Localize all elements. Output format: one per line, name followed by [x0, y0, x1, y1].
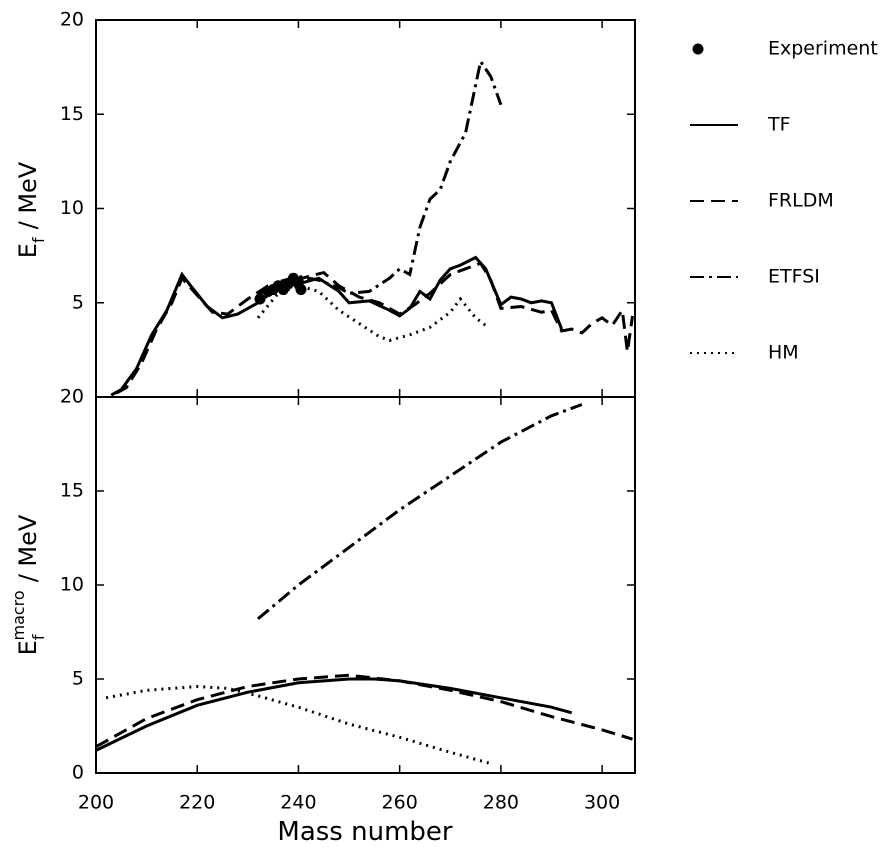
x-tick-label: 220	[179, 792, 215, 814]
x-tick-label: 280	[483, 792, 519, 814]
series-line	[95, 673, 633, 749]
series-line	[115, 261, 634, 395]
y-label-sub: f	[29, 237, 48, 243]
y-label-main: E	[14, 243, 42, 258]
legend-label: Experiment	[768, 38, 878, 60]
legend-label: HM	[768, 342, 799, 364]
legend-label: FRLDM	[768, 190, 834, 212]
y-label-sup: macro	[9, 590, 28, 640]
legend-label: ETFSI	[768, 266, 820, 288]
series-line	[95, 677, 573, 752]
series-line	[110, 255, 564, 397]
y-tick-label: 0	[72, 762, 84, 784]
x-tick-label: 240	[280, 792, 316, 814]
x-tick-label: 300	[584, 792, 620, 814]
y-axis-label: Efmacro / MeV	[9, 514, 48, 655]
y-tick-label: 5	[72, 291, 84, 313]
data-point	[295, 284, 307, 296]
series-line	[256, 284, 487, 342]
series-line	[257, 57, 503, 297]
y-tick-label: 10	[60, 574, 84, 596]
y-tick-label: 20	[60, 9, 84, 31]
y-tick-label: 20	[60, 386, 84, 408]
x-axis-label: Mass number	[277, 817, 453, 847]
y-axis-label: Ef / MeV	[14, 161, 48, 258]
y-tick-label: 15	[60, 480, 84, 502]
y-label-main: E	[14, 640, 42, 655]
series-line	[105, 684, 492, 766]
y-label-unit: / MeV	[14, 514, 42, 582]
y-tick-label: 10	[60, 197, 84, 219]
y-label-unit: / MeV	[14, 161, 42, 229]
plot-frame	[95, 19, 636, 398]
legend-marker	[692, 43, 704, 55]
y-label-sub: f	[29, 634, 48, 640]
y-tick-label: 5	[72, 668, 84, 690]
x-tick-label: 200	[78, 792, 114, 814]
x-tick-label: 260	[382, 792, 418, 814]
series-line	[257, 403, 583, 620]
y-tick-label: 15	[60, 103, 84, 125]
legend-label: TF	[767, 114, 791, 136]
